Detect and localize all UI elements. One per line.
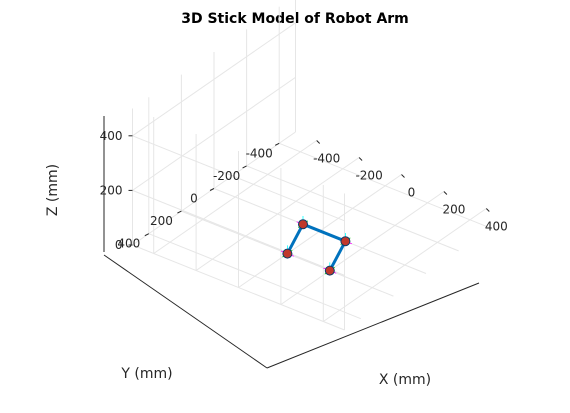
x-tick-label: -200 — [355, 169, 382, 183]
y-tick-label: -200 — [213, 169, 240, 183]
floor-grid-y — [279, 142, 492, 229]
x-tick-mark — [443, 191, 448, 195]
wall-grid-z — [132, 76, 296, 191]
x-tick-mark — [485, 208, 490, 212]
joint-marker — [298, 219, 308, 230]
y-tick-mark — [209, 188, 215, 191]
z-tick-label: 0 — [115, 238, 123, 252]
arm-link — [301, 222, 347, 243]
arm-joints — [282, 219, 351, 276]
z-tick-label: 400 — [100, 129, 123, 143]
x-tick-label: 400 — [485, 220, 508, 234]
y-tick-label: 400 — [117, 237, 140, 251]
y-tick-mark — [242, 165, 247, 169]
y-tick-mark — [177, 210, 182, 214]
arm-link — [285, 222, 305, 256]
y-tick-label: 0 — [190, 192, 198, 206]
y-tick-label: 200 — [150, 214, 173, 228]
y-axis-line — [103, 254, 268, 369]
x-tick-label: -400 — [313, 152, 340, 166]
x-axis-line — [266, 282, 480, 369]
wall-grid-z2 — [132, 135, 345, 222]
joint-marker — [340, 236, 351, 247]
y-tick-mark — [274, 142, 280, 146]
x-tick-label: 0 — [408, 186, 416, 200]
y-tick-mark — [144, 233, 150, 237]
wall-grid-z — [132, 22, 296, 137]
z-axis-label: Z (mm) — [45, 164, 61, 216]
z-tick-label: 200 — [100, 183, 123, 197]
x-tick-mark — [358, 157, 363, 161]
x-tick-mark — [401, 174, 405, 178]
joint-marker — [282, 248, 293, 259]
floor-grid-y — [148, 233, 361, 320]
x-tick-mark — [316, 140, 321, 144]
floor-grid-y — [246, 165, 459, 252]
axes — [103, 116, 480, 369]
joint-marker — [324, 265, 335, 276]
y-tick-label: -400 — [246, 146, 273, 160]
arm-links — [285, 222, 347, 273]
y-axis-label: Y (mm) — [120, 366, 172, 382]
arm-link — [328, 239, 347, 273]
wall-grid-z2 — [132, 244, 345, 331]
grid-lines — [132, 0, 492, 331]
x-tick-label: 200 — [442, 203, 465, 217]
x-axis-label: X (mm) — [379, 372, 431, 388]
wall-grid-z2 — [132, 189, 345, 276]
